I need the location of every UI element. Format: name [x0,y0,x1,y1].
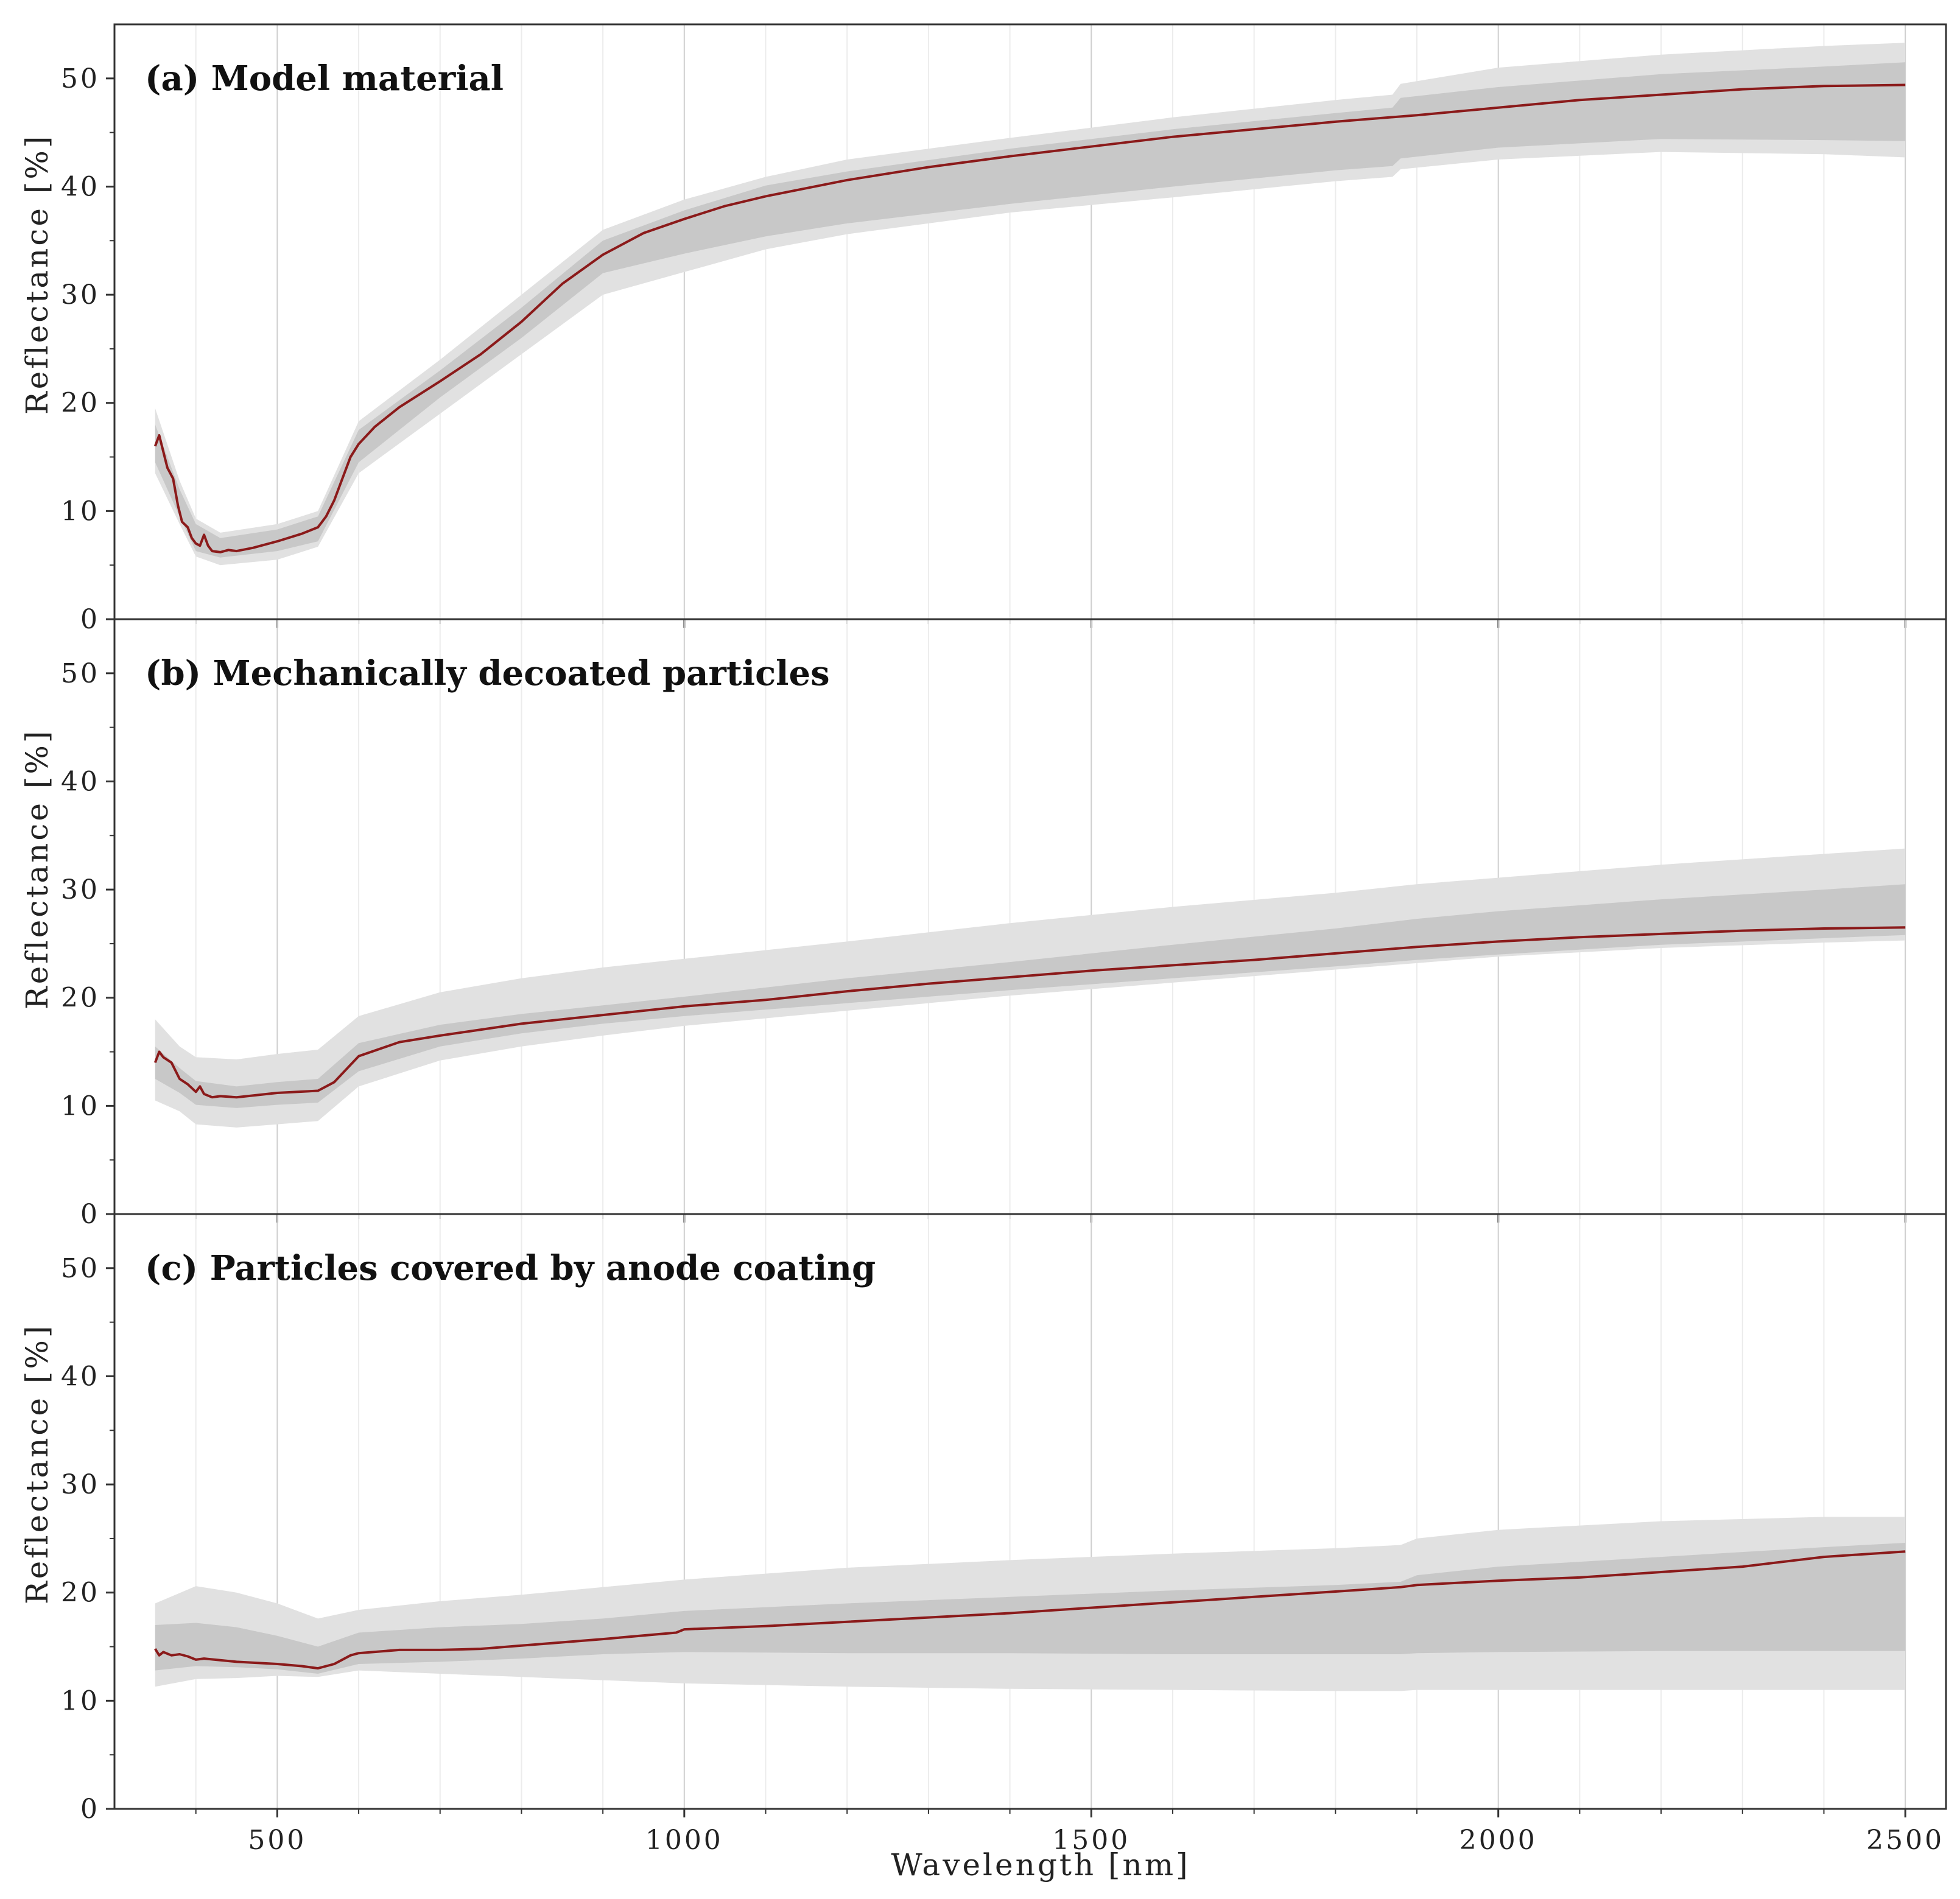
y-axis-label: Reflectance [%] [19,1324,55,1604]
y-tick-label: 20 [61,983,100,1014]
y-tick-label: 40 [61,766,100,797]
y-tick-label: 10 [61,496,100,527]
y-tick-label: 30 [61,279,100,311]
plot-area [153,848,1906,1128]
panel-frame [113,1213,1947,1810]
panel-title: (a) Model material [145,58,504,99]
y-tick-label: 0 [80,604,100,635]
panels: 0 10 20 30 40 50 Reflectance [%] (a) Model mate… [19,23,1947,1856]
x-tick-label: 1500 [1052,1825,1130,1856]
mean-line [154,1550,1906,1670]
panel-title: (b) Mechanically decoated particles [145,653,830,693]
x-tick-label: 1000 [645,1825,723,1856]
x-tick-label: 2500 [1866,1825,1944,1856]
y-tick-label: 40 [61,171,100,202]
panel-title: (c) Particles covered by anode coating [145,1248,876,1288]
y-tick-label: 0 [80,1794,100,1825]
y-tick-label: 50 [61,1253,100,1284]
panel-1: 0 10 20 30 40 50 Reflectance [%] (a) Model mate… [19,23,1947,635]
panel-3: 0 10 20 30 40 50 500 1000 1500 2000 2500 Reflectanc… [19,1213,1947,1856]
y-axis-label: Reflectance [%] [19,729,55,1009]
x-axis-label: Wavelength [nm] [891,1847,1190,1883]
y-tick-label: 50 [61,658,100,689]
y-tick-label: 0 [80,1199,100,1230]
y-tick-label: 10 [61,1090,100,1121]
mean-line [153,926,1906,1099]
x-tick-label: 2000 [1459,1825,1537,1856]
y-tick-label: 20 [61,1578,100,1609]
y-tick-label: 30 [61,874,100,905]
inner-band [155,884,1906,1108]
x-tick-label: 500 [248,1825,306,1856]
y-tick-label: 20 [61,388,100,419]
panel-2: 0 10 20 30 40 50 Reflectance [%] (b) Mechanical… [19,618,1947,1230]
y-tick-label: 30 [61,1469,100,1500]
plot-area [153,43,1906,566]
mean-line [153,83,1906,553]
y-tick-label: 40 [61,1361,100,1392]
plot-area [154,1517,1906,1691]
y-tick-label: 50 [61,63,100,94]
y-tick-label: 10 [61,1685,100,1716]
y-axis-label: Reflectance [%] [19,134,55,415]
